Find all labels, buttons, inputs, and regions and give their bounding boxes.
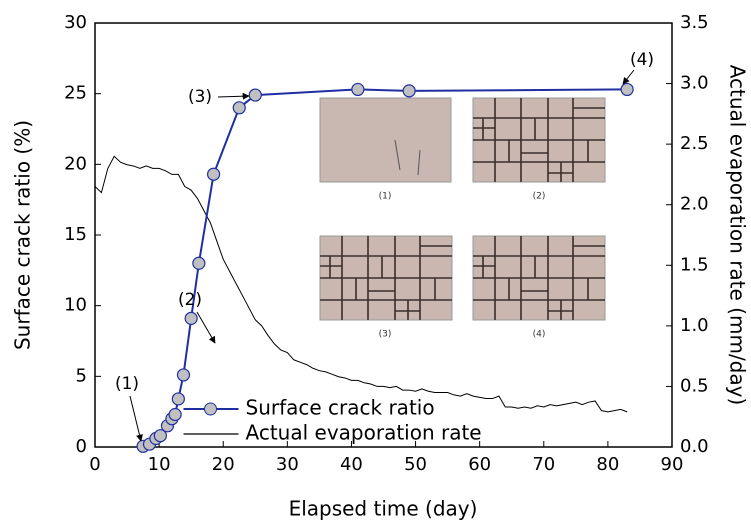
x-tick-label: 0 xyxy=(89,454,100,475)
data-point xyxy=(232,101,246,115)
data-point xyxy=(171,392,185,406)
annotation: (4) xyxy=(630,50,654,70)
y2-axis-label: Actual evaporation rate (mm/day) xyxy=(726,65,750,406)
annotation-arrow xyxy=(622,69,635,85)
x-axis-label: Elapsed time (day) xyxy=(289,497,478,521)
annotation-arrow xyxy=(217,92,250,100)
data-point xyxy=(248,88,262,102)
y-tick-label: 25 xyxy=(64,83,87,104)
inset-label: (4) xyxy=(533,330,546,340)
annotations: (1) (2) (3) (4) xyxy=(115,50,654,442)
legend-label: Surface crack ratio xyxy=(246,396,435,420)
photo xyxy=(472,97,606,183)
data-point xyxy=(184,311,198,325)
photo-detail xyxy=(394,139,421,176)
y2-tick-label: 0.0 xyxy=(680,436,709,457)
legend-marker xyxy=(204,402,217,416)
x-tick-label: 20 xyxy=(212,454,235,475)
annotation: (3) xyxy=(188,87,212,107)
x-tick-label: 80 xyxy=(596,454,619,475)
inset-label: (2) xyxy=(533,192,546,202)
annotation-arrow xyxy=(196,311,216,344)
data-point xyxy=(192,256,206,270)
y2-tick-label: 2.5 xyxy=(680,133,709,154)
x-tick-label: 70 xyxy=(532,454,555,475)
y2-tick-label: 1.0 xyxy=(680,315,709,336)
annotation-arrow xyxy=(129,395,143,442)
y2-tick-label: 3.0 xyxy=(680,73,709,94)
y-tick-label: 30 xyxy=(64,12,87,33)
photo xyxy=(319,97,452,183)
x-tick-label: 10 xyxy=(148,454,171,475)
annotation: (2) xyxy=(178,290,202,310)
x-tick-label: 40 xyxy=(340,454,363,475)
y-tick-label: 15 xyxy=(64,224,87,245)
y-axis-label: Surface crack ratio (%) xyxy=(11,120,35,350)
data-point xyxy=(207,167,221,181)
series-line xyxy=(94,155,628,413)
y2-tick-label: 3.5 xyxy=(680,12,709,33)
inset-photos: (1) (2) (3) (4) xyxy=(319,97,606,340)
data-point xyxy=(351,82,365,97)
x-tick-label: 60 xyxy=(468,454,491,475)
annotation: (1) xyxy=(115,374,139,394)
y2-tick-label: 0.5 xyxy=(680,375,709,396)
photo xyxy=(472,235,606,321)
plot-area: 0 10 20 30 40 50 60 70 80 90 0 5 10 15 20 25 30 0.0 0.5 1.0… xyxy=(64,12,709,475)
x-tick-label: 90 xyxy=(661,454,684,475)
data-point xyxy=(153,429,167,443)
y2-tick-label: 1.5 xyxy=(680,254,709,275)
y-tick-label: 5 xyxy=(76,365,87,386)
inset-label: (1) xyxy=(379,192,392,202)
inset-label: (3) xyxy=(379,330,392,340)
data-point xyxy=(620,82,634,97)
y-tick-label: 20 xyxy=(64,153,87,174)
photo xyxy=(319,235,453,321)
x-tick-label: 30 xyxy=(276,454,299,475)
y-tick-label: 10 xyxy=(64,295,87,316)
y2-tick-label: 2.0 xyxy=(680,194,709,215)
data-point xyxy=(168,407,182,422)
x-tick-label: 50 xyxy=(404,454,427,475)
data-point xyxy=(402,84,416,98)
y-tick-label: 0 xyxy=(76,436,87,457)
legend-label: Actual evaporation rate xyxy=(246,421,482,445)
data-point xyxy=(176,368,191,382)
